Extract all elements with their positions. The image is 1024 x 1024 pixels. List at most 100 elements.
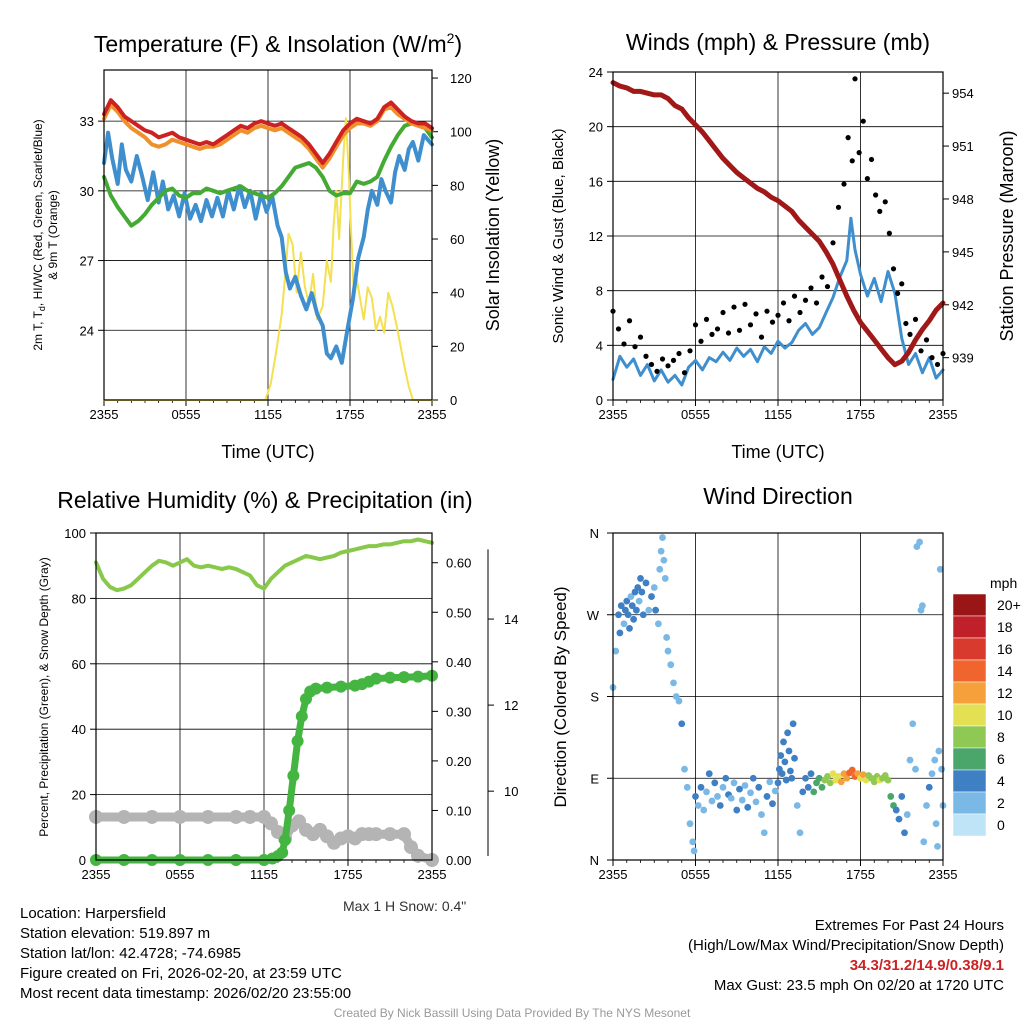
y-tick-label: S	[590, 690, 599, 705]
gust-point	[676, 350, 682, 357]
direction-point	[935, 747, 943, 755]
gust-point	[742, 301, 748, 307]
gust-point	[886, 230, 892, 236]
direction-point	[923, 802, 930, 809]
direction-point	[635, 597, 643, 605]
precip-point	[335, 680, 347, 693]
gust-point	[895, 290, 901, 296]
y-tick-label: 24	[589, 65, 603, 80]
x-axis-label: Time (UTC)	[221, 442, 314, 462]
direction-point	[782, 776, 790, 784]
precip-tick-label: 0.00	[446, 853, 471, 868]
direction-point	[766, 778, 774, 786]
direction-point	[815, 774, 823, 782]
plot-frame	[612, 71, 944, 401]
direction-point	[824, 773, 831, 780]
direction-point	[747, 789, 754, 797]
x-tick-label: 0555	[172, 407, 201, 422]
gust-point	[907, 331, 913, 337]
direction-point	[931, 756, 939, 764]
x-tick-label: 2355	[929, 407, 958, 422]
gust-point	[877, 208, 883, 214]
gust-point	[643, 353, 649, 359]
direction-point	[785, 747, 793, 755]
gust-point	[769, 319, 776, 325]
series-line	[102, 121, 434, 228]
direction-point	[733, 806, 741, 814]
legend-label: 4	[997, 773, 1005, 789]
precip-point	[283, 804, 296, 817]
created-text: Figure created on Fri, 2026-02-20, at 23…	[20, 965, 342, 982]
direction-point	[616, 629, 624, 637]
direction-point	[763, 793, 771, 800]
gust-point	[780, 300, 787, 306]
gust-point	[802, 297, 809, 303]
direction-point	[843, 774, 851, 782]
direction-point	[638, 588, 646, 596]
y-axis-label: Sonic Wind & Gust (Blue, Black)	[550, 128, 567, 343]
direction-point	[705, 770, 713, 778]
credit-line: Created By Nick Bassill Using Data Provi…	[333, 1006, 691, 1020]
direction-point	[656, 565, 664, 573]
direction-point	[663, 634, 671, 641]
chart-title: Wind Direction	[703, 483, 853, 509]
direction-point	[791, 754, 798, 762]
direction-point	[661, 575, 669, 582]
direction-point	[632, 606, 640, 614]
direction-point	[615, 611, 622, 619]
x-tick-label: 1755	[846, 407, 875, 422]
direction-point	[657, 547, 665, 555]
plot-frame	[95, 532, 433, 861]
direction-point	[796, 829, 804, 837]
direction-point	[675, 697, 683, 705]
gust-point	[890, 266, 897, 272]
gust-point	[632, 344, 638, 350]
legend-label: 18	[997, 619, 1013, 635]
station-info: Location: Harpersfield Station elevation…	[20, 904, 351, 1004]
direction-point	[769, 800, 776, 808]
precip-point	[321, 681, 333, 694]
y-tick-label: 8	[596, 284, 603, 299]
x-tick-label: 2355	[929, 867, 958, 882]
gust-point	[725, 330, 732, 336]
y-tick-label: 30	[80, 184, 94, 199]
snow-depth-point	[173, 809, 187, 824]
direction-point	[719, 783, 727, 791]
direction-point	[670, 679, 677, 687]
gust-point	[852, 76, 858, 82]
direction-point	[870, 778, 878, 786]
precip-point	[370, 672, 382, 685]
precip-tick-label: 0.10	[446, 803, 471, 818]
direction-point	[934, 842, 941, 850]
x-tick-label: 2355	[418, 407, 447, 422]
y2-tick-label: 945	[952, 245, 974, 260]
direction-point	[741, 782, 749, 789]
gust-point	[753, 311, 759, 317]
legend-swatch	[952, 813, 987, 837]
precip-point	[276, 846, 289, 859]
legend-swatch	[952, 593, 987, 617]
chart-title: Relative Humidity (%) & Precipitation (i…	[57, 487, 472, 513]
direction-point	[758, 811, 765, 818]
gust-point	[687, 348, 693, 354]
x-tick-label: 0555	[166, 867, 195, 882]
x-tick-label: 2355	[82, 867, 111, 882]
direction-point	[848, 766, 856, 774]
gust-point	[912, 316, 919, 322]
direction-point	[781, 758, 789, 766]
direction-point	[925, 783, 933, 791]
direction-point	[936, 565, 944, 573]
gust-point	[860, 118, 866, 124]
rh-line	[94, 537, 434, 593]
gust-point	[882, 199, 888, 205]
direction-point	[837, 778, 845, 786]
y-tick-label: 20	[589, 120, 603, 135]
direction-point	[730, 779, 738, 787]
direction-point	[835, 773, 842, 780]
precip-tick-label: 0.20	[446, 754, 471, 769]
direction-point	[859, 771, 867, 779]
legend-label: 16	[997, 641, 1013, 657]
direction-point	[678, 720, 686, 728]
direction-point	[752, 798, 760, 806]
direction-point	[784, 729, 792, 737]
